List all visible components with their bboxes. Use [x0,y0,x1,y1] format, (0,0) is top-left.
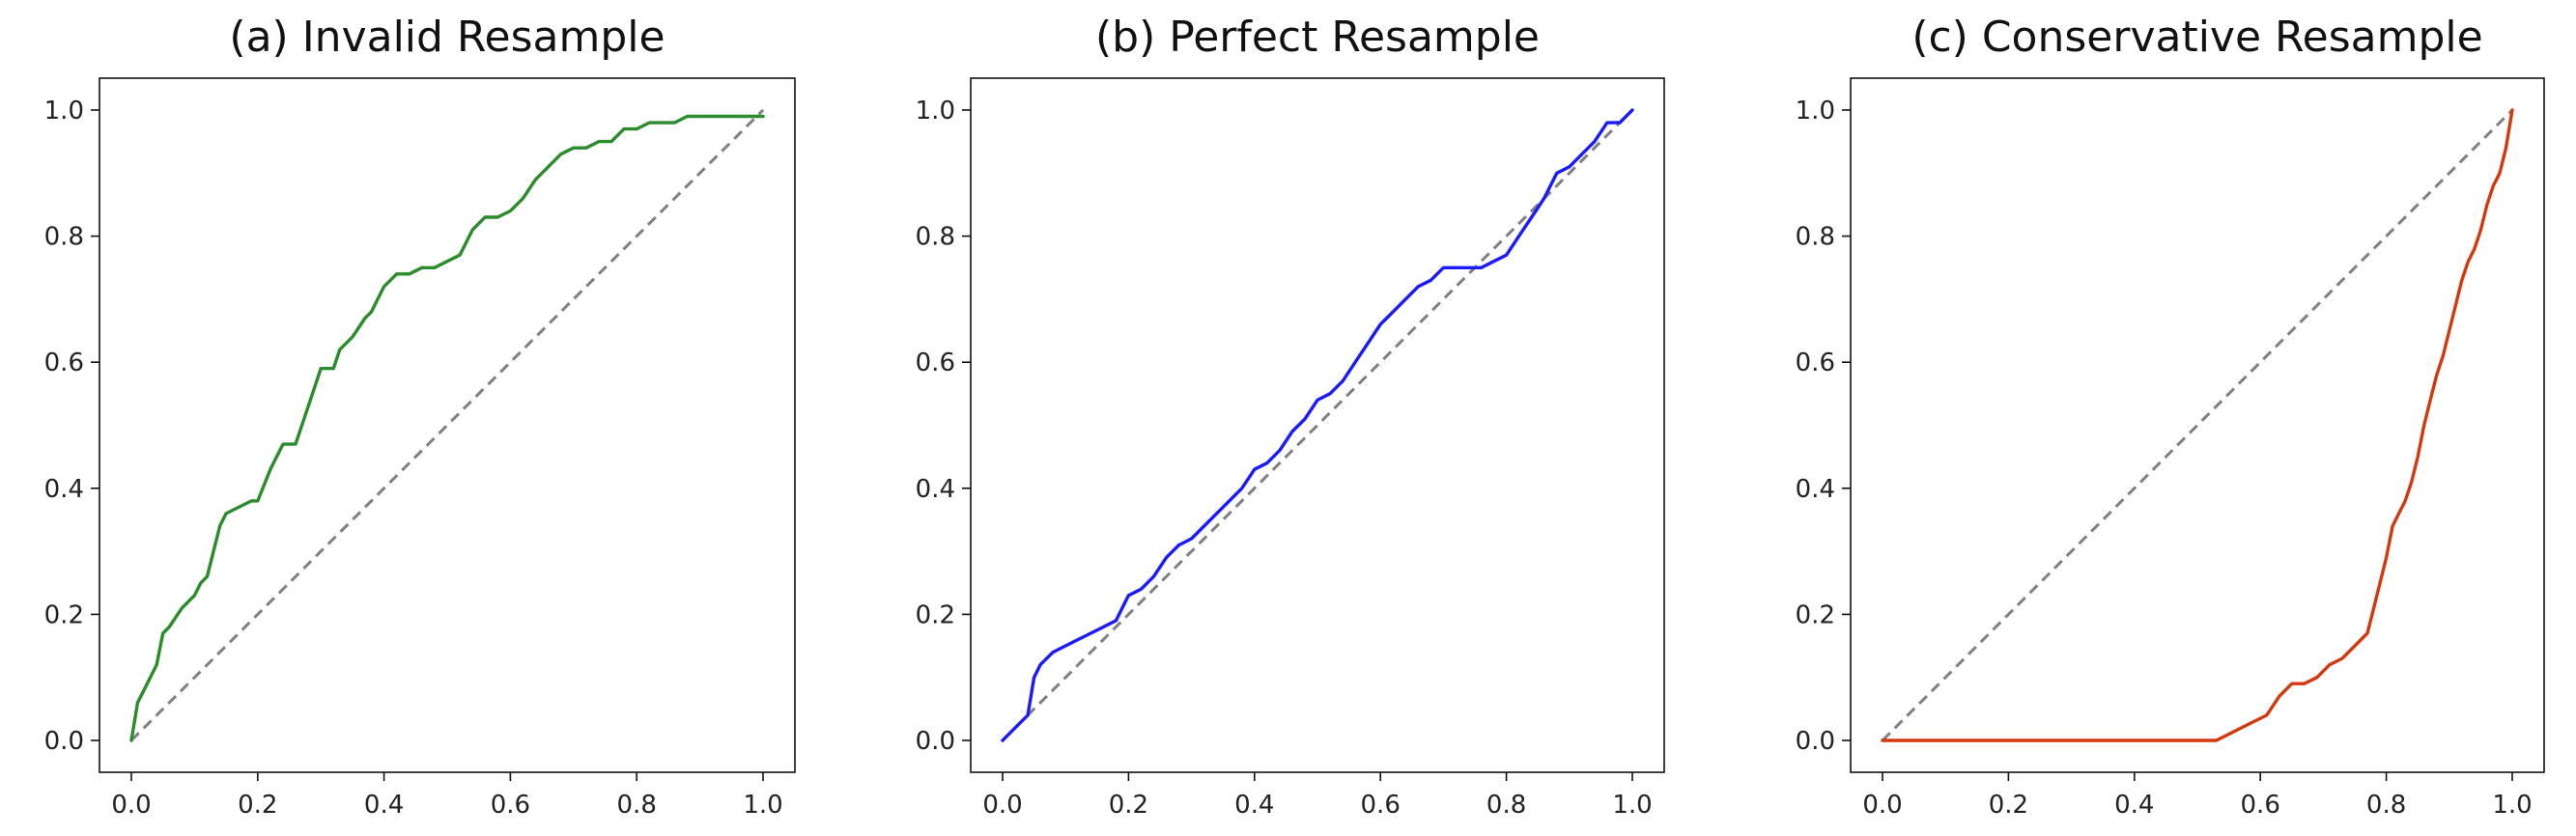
y-tick-label: 0.4 [916,475,955,504]
x-tick-label: 1.0 [1612,791,1652,820]
y-tick-label: 0.0 [1796,727,1835,756]
panel-2: (b) Perfect Resample 0.0 0.2 0.4 0.6 0.8 1.0 0.… [916,13,1665,820]
x-tick-label: 0.6 [2241,791,2280,820]
series-line-1 [1881,108,2514,742]
y-tick-label: 1.0 [1796,97,1835,125]
panel-title: (c) Conservative Resample [1911,13,2482,62]
y-tick-label: 0.6 [1796,348,1835,377]
x-tick-label: 0.0 [1862,791,1902,820]
y-tick-label: 1.0 [44,97,84,125]
x-tick-label: 0.2 [1989,791,2028,820]
series-line-1 [129,114,765,742]
x-tick-label: 0.4 [364,791,404,820]
y-tick-label: 0.8 [44,223,84,252]
reference-diagonal-line [1001,108,1634,742]
x-tick-label: 0.8 [2366,791,2406,820]
panel-3: (c) Conservative Resample 0.0 0.2 0.4 0.6 0.8… [1796,13,2545,820]
y-tick-label: 0.4 [1796,475,1835,504]
y-tick-label: 0.6 [44,348,84,377]
x-tick-label: 0.0 [982,791,1022,820]
x-tick-label: 0.4 [2114,791,2154,820]
y-tick-label: 1.0 [916,97,955,125]
panel-1: (a) Invalid Resample 0.0 0.2 0.4 0.6 0.8 1.0 0.… [44,13,796,820]
y-tick-label: 0.4 [44,475,84,504]
reference-diagonal-line [129,108,765,742]
y-tick-label: 0.8 [1796,223,1835,252]
y-tick-label: 0.2 [44,600,84,629]
axes-frame [99,77,796,773]
axes-frame [1850,77,2545,773]
x-tick-label: 0.6 [1361,791,1401,820]
x-tick-label: 0.2 [1109,791,1148,820]
x-tick-label: 0.6 [491,791,530,820]
x-tick-label: 1.0 [2492,791,2532,820]
panel-title: (a) Invalid Resample [229,13,665,62]
y-tick-label: 0.2 [916,600,955,629]
y-tick-label: 0.8 [916,223,955,252]
x-tick-label: 0.2 [238,791,277,820]
reference-diagonal-line [1881,108,2514,742]
panel-title: (b) Perfect Resample [1095,13,1540,62]
series-line-1 [1001,108,1634,742]
y-tick-label: 0.0 [44,727,84,756]
y-tick-label: 0.2 [1796,600,1835,629]
x-tick-label: 0.8 [617,791,657,820]
x-tick-label: 1.0 [743,791,782,820]
y-tick-label: 0.0 [916,727,955,756]
x-tick-label: 0.8 [1486,791,1526,820]
axes-frame [970,77,1665,773]
y-tick-label: 0.6 [916,348,955,377]
x-tick-label: 0.4 [1234,791,1274,820]
x-tick-label: 0.0 [111,791,151,820]
